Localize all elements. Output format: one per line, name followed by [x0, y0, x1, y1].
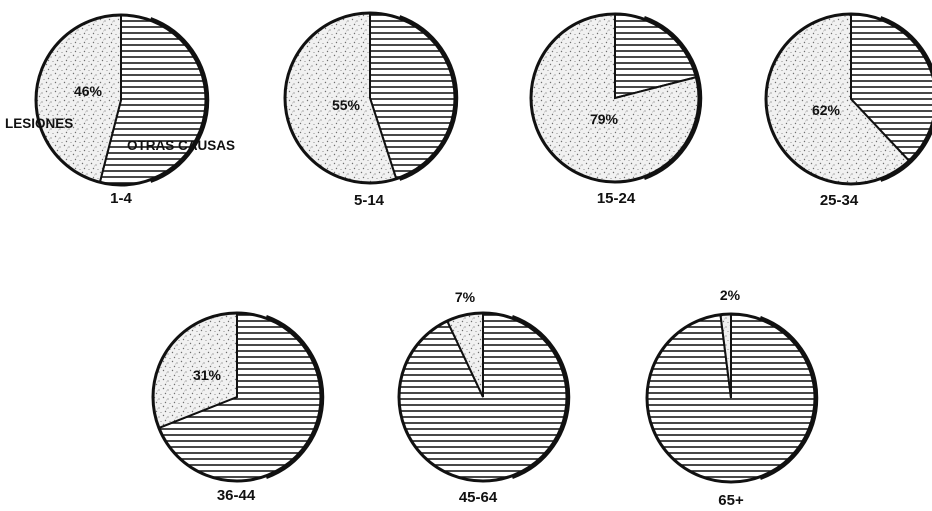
- age-group-label: 45-64: [459, 489, 498, 506]
- labels-layer: LESIONES OTRAS CAUSAS: [5, 116, 235, 153]
- pie-outline-shadow: [879, 16, 932, 182]
- age-group-label: 5-14: [354, 192, 385, 209]
- pie-15-24: 79% 15-24: [529, 12, 703, 207]
- legend-label-otras-causas: OTRAS CAUSAS: [127, 138, 235, 153]
- pie-outline-shadow: [643, 16, 703, 180]
- percent-label: 46%: [74, 83, 103, 99]
- legend-label-lesiones: LESIONES: [5, 116, 73, 131]
- pie-25-34: 62% 25-34: [764, 12, 932, 209]
- age-group-label: 25-34: [820, 192, 859, 209]
- age-group-label: 65+: [718, 492, 744, 509]
- pie-outline-shadow: [759, 316, 819, 480]
- percent-label: 62%: [812, 102, 841, 118]
- pie-outline-shadow: [398, 15, 459, 181]
- pies-layer: 46% 1-4 55% 5-14 79% 15-24 62% 25-34 31% 36-44 7% 4…: [34, 11, 932, 509]
- pie-outline-shadow: [265, 315, 325, 479]
- pie-5-14: 55% 5-14: [283, 11, 459, 209]
- age-group-label: 36-44: [217, 487, 256, 504]
- pie-45-64: 7% 45-64: [397, 289, 571, 506]
- pie-36-44: 31% 36-44: [151, 311, 325, 504]
- percent-label: 55%: [332, 97, 361, 113]
- pie-outline-shadow: [149, 17, 210, 183]
- pie-outline: [764, 12, 932, 186]
- percent-label: 7%: [455, 289, 476, 305]
- pie-65plus: 2% 65+: [645, 287, 819, 509]
- pie-outline-shadow: [511, 315, 571, 479]
- age-group-label: 1-4: [110, 190, 132, 207]
- percent-label: 79%: [590, 111, 619, 127]
- age-group-label: 15-24: [597, 190, 636, 207]
- percent-label: 2%: [720, 287, 741, 303]
- percent-label: 31%: [193, 367, 222, 383]
- pie-1-4: 46% 1-4: [34, 13, 210, 207]
